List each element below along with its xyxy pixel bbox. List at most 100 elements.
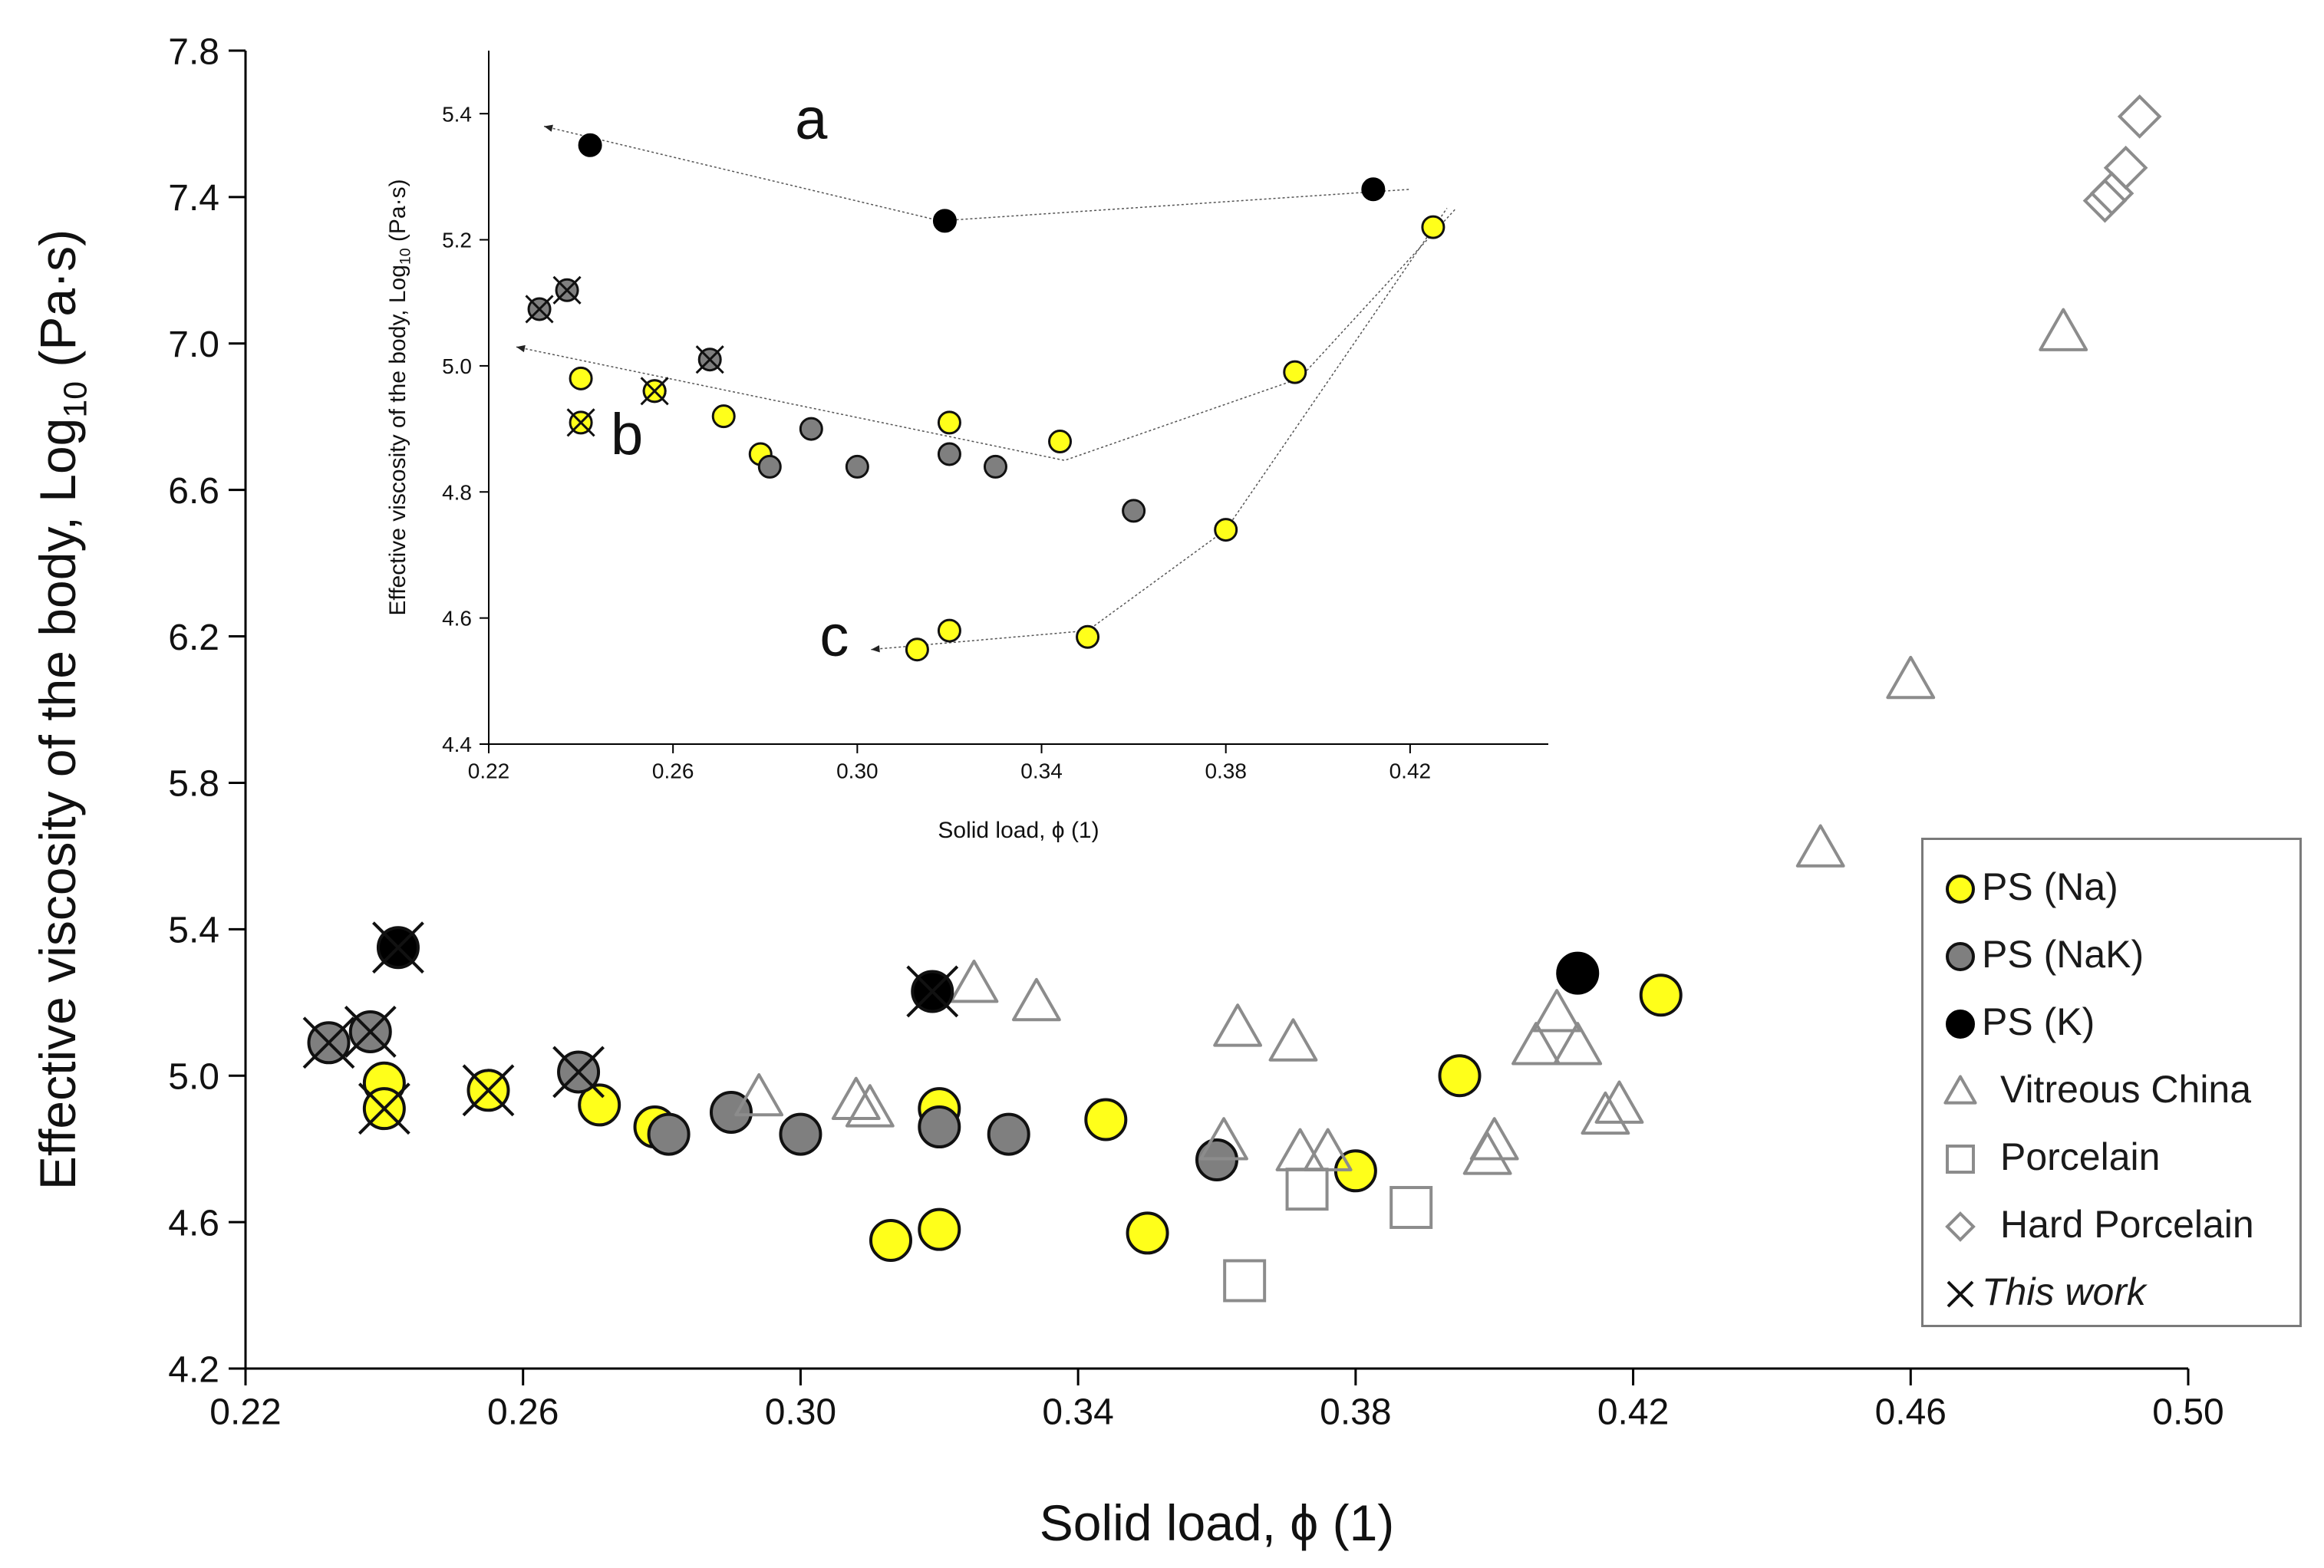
main-point-vitreous-china	[734, 1072, 784, 1117]
main-series	[302, 921, 959, 1135]
inset-point-ps-nak	[937, 442, 961, 466]
main-point-hard-porcelain	[2082, 178, 2128, 223]
main-point-vitreous-china	[1213, 1003, 1263, 1047]
main-point-hard-porcelain	[2117, 94, 2162, 139]
legend-item: PS (K)	[1936, 989, 2296, 1059]
inset-arrow-head	[544, 124, 553, 132]
inset-series	[525, 275, 724, 437]
legend-item: Hard Porcelain	[1936, 1191, 2296, 1262]
main-x-tick-label: 0.38	[1320, 1392, 1391, 1432]
inset-annotation-c: c	[819, 604, 849, 669]
main-point-vitreous-china	[2039, 308, 2088, 351]
inset-plot: 4.4 4.6 4.8 5.0 5.2 5.4 0.22 0.26 0.30 0.34 0.38 0.…	[385, 51, 1548, 843]
inset-point-ps-na	[1283, 360, 1307, 384]
inset-point-ps-k	[1361, 177, 1386, 202]
main-y-tick-label: 5.8	[168, 764, 219, 805]
legend-marker	[1945, 1211, 1976, 1242]
legend-marker	[1946, 1145, 1975, 1174]
main-point-hard-porcelain	[2103, 145, 2148, 190]
main-series	[1556, 951, 1600, 995]
main-y-tick-label: 7.4	[168, 178, 219, 219]
legend-label: This work	[1982, 1270, 2146, 1313]
main-y-tick-label: 6.6	[168, 471, 219, 512]
main-y-tick-label: 7.8	[168, 31, 219, 72]
main-plot: 4.2 4.6 5.0 5.4 5.8 6.2 6.6 7.0 7.4 7.8 0.22 0.26 0.…	[29, 31, 2224, 1551]
inset-point-ps-na	[1421, 215, 1445, 239]
main-point-vitreous-china	[831, 1076, 881, 1121]
inset-y-tick-label: 4.4	[442, 733, 472, 756]
inset-x-tick-label: 0.38	[1205, 759, 1247, 782]
main-point-ps-nak	[779, 1112, 822, 1156]
inset-point-ps-na	[937, 410, 961, 435]
legend-marker	[1946, 875, 1975, 904]
inset-y-tick-label: 5.2	[442, 229, 472, 252]
legend-label: Porcelain	[2000, 1135, 2161, 1178]
main-this-work-x-mark	[906, 965, 959, 1018]
inset-this-work-x-mark	[566, 408, 595, 437]
legend-diamond-icon	[1945, 1211, 1976, 1242]
main-y-tick-label: 6.2	[168, 618, 219, 658]
main-point-ps-nak	[710, 1090, 753, 1134]
main-point-vitreous-china	[949, 960, 999, 1003]
legend-x-icon	[1947, 1280, 1974, 1308]
main-point-ps-na	[1126, 1211, 1169, 1255]
inset-y-tick-label: 4.6	[442, 607, 472, 631]
inset-point-ps-na	[711, 404, 736, 429]
main-this-work-x-mark	[372, 921, 424, 974]
main-point-vitreous-china	[1553, 1022, 1603, 1066]
inset-x-tick-label: 0.34	[1020, 759, 1063, 782]
main-point-vitreous-china	[1268, 1018, 1318, 1062]
main-this-work-x-mark	[552, 1046, 605, 1099]
inset-point-ps-nak	[983, 454, 1007, 479]
inset-point-ps-nak	[845, 454, 869, 479]
inset-point-ps-nak	[799, 417, 823, 441]
legend-label: PS (K)	[1982, 1000, 2095, 1043]
main-point-vitreous-china	[1011, 977, 1061, 1022]
inset-arrow-head	[516, 344, 526, 353]
inset-series	[757, 417, 1146, 523]
main-x-tick-label: 0.42	[1597, 1392, 1669, 1432]
main-point-vitreous-china	[1795, 824, 1845, 868]
main-point-vitreous-china	[845, 1084, 895, 1128]
main-x-tick-label: 0.22	[209, 1392, 281, 1432]
inset-this-work-x-mark	[525, 295, 554, 324]
inset-point-ps-na	[1214, 518, 1238, 542]
main-this-work-x-mark	[462, 1064, 515, 1117]
legend-square-icon	[1946, 1145, 1975, 1174]
legend-label: Hard Porcelain	[2000, 1203, 2254, 1246]
main-point-vitreous-china	[1199, 1117, 1248, 1161]
legend-item: PS (Na)	[1936, 854, 2296, 924]
main-this-work-x-mark	[302, 1016, 355, 1069]
inset-point-ps-na	[1048, 430, 1073, 454]
legend-marker	[1946, 942, 1975, 971]
inset-point-ps-na	[937, 618, 961, 643]
inset-x-tick-label: 0.26	[652, 759, 694, 782]
inset-this-work-x-mark	[640, 377, 669, 406]
legend-marker	[1943, 1075, 1977, 1105]
inset-annotation-b: b	[611, 402, 643, 467]
inset-series	[578, 133, 1386, 233]
main-point-vitreous-china	[1886, 655, 1936, 700]
main-series	[362, 973, 1683, 1262]
main-y-axis-title: Effective viscosity of the body, Log10 (…	[29, 229, 94, 1190]
inset-point-ps-na	[569, 366, 593, 390]
legend-x-mark	[1947, 1280, 1974, 1308]
inset-point-ps-k	[578, 133, 602, 157]
legend-marker	[1946, 1010, 1975, 1039]
inset-point-ps-na	[1076, 624, 1100, 649]
inset-point-ps-k	[932, 209, 957, 233]
inset-trend-line-b	[516, 207, 1457, 461]
main-this-work-x-mark	[358, 1082, 410, 1135]
legend-triangle-icon	[1943, 1075, 1977, 1105]
main-point-porcelain	[1223, 1259, 1267, 1303]
main-y-tick-label: 5.4	[168, 911, 219, 951]
legend-item: PS (NaK)	[1936, 921, 2296, 992]
legend: PS (Na) PS (NaK) PS (K) Vitreous China P…	[1921, 838, 2302, 1327]
main-x-tick-label: 0.50	[2152, 1392, 2223, 1432]
inset-y-tick-label: 5.4	[442, 102, 472, 126]
main-series	[1223, 1168, 1433, 1303]
legend-circle-black-icon	[1946, 1010, 1975, 1039]
inset-annotation-a: a	[795, 87, 828, 152]
